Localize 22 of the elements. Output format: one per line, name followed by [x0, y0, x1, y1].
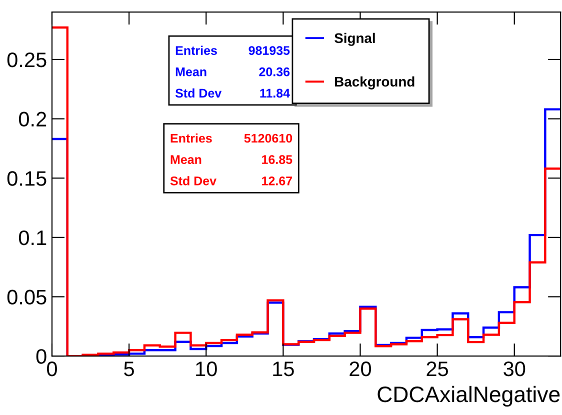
- legend-label: Background: [335, 76, 414, 90]
- x-tick-label: 25: [426, 361, 448, 376]
- legend-label: Signal: [334, 32, 375, 46]
- text: Std Dev 12.67: [170, 176, 292, 186]
- x-axis-title: CDCAxialNegative: [378, 386, 560, 407]
- text: Std Dev 11.84: [175, 88, 290, 98]
- y-tick-label: 0.05: [7, 290, 46, 305]
- x-tick-label: 15: [273, 362, 294, 376]
- x-tick-label: 5: [124, 362, 134, 376]
- x-tick-label: 0: [47, 361, 57, 376]
- y-tick-label: 0.15: [7, 171, 46, 186]
- x-tick-label: 10: [196, 361, 217, 376]
- text: Mean 20.36: [176, 67, 290, 76]
- y-tick-label: 0: [36, 349, 46, 364]
- text: Entries 5120610: [170, 134, 292, 143]
- y-tick-label: 0.25: [7, 52, 46, 68]
- y-tick-label: 0.1: [18, 230, 46, 246]
- text: Entries 981935: [176, 46, 290, 55]
- y-tick-label: 0.2: [18, 112, 46, 127]
- x-tick-label: 30: [504, 361, 526, 376]
- text: Mean 16.85: [170, 155, 292, 164]
- x-tick-label: 20: [350, 361, 372, 376]
